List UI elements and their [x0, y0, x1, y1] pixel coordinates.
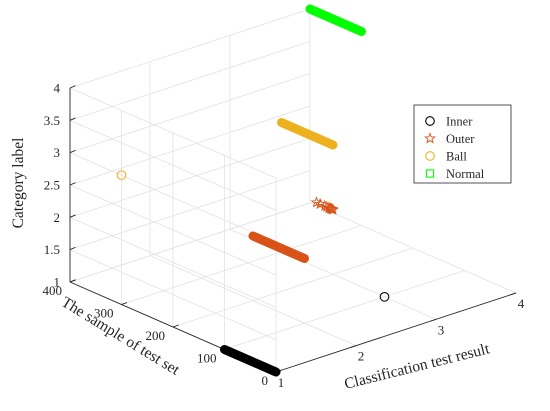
y-tick-label: 0	[262, 373, 269, 388]
z-axis-label: Category label	[10, 138, 27, 229]
grid-line	[69, 216, 277, 308]
grid-line	[69, 119, 277, 211]
legend: Inner Outer Ball Normal	[413, 104, 512, 184]
z-tick-label: 3	[54, 145, 61, 160]
x-tick-mark	[510, 292, 517, 296]
inner-point	[379, 291, 390, 302]
y-tick-label: 200	[146, 328, 166, 343]
ball-point	[116, 170, 127, 181]
x-tick-label: 4	[518, 296, 525, 311]
legend-label-ball: Ball	[446, 150, 467, 164]
z-tick-label: 3.5	[44, 113, 60, 128]
z-tick-label: 2	[54, 210, 61, 225]
grid-line	[69, 40, 311, 121]
grid-line	[69, 184, 277, 276]
z-tick-mark	[69, 246, 76, 251]
x-tick-mark	[430, 318, 437, 322]
grid-line	[69, 202, 311, 283]
x-tick-label: 3	[438, 322, 445, 337]
z-tick-mark	[69, 182, 76, 186]
grid-line	[69, 105, 311, 186]
z-tick-mark	[69, 85, 76, 89]
legend-label-outer: Outer	[446, 132, 475, 146]
z-tick-mark	[69, 149, 76, 154]
z-tick-mark	[69, 117, 76, 121]
z-tick-label: 1.5	[44, 242, 60, 257]
legend-marker-normal	[425, 169, 435, 178]
grid-line	[121, 225, 362, 305]
x-axis-line	[275, 292, 517, 373]
grid-line	[69, 87, 277, 179]
ball-segment	[277, 118, 338, 150]
z-tick-mark	[69, 279, 76, 283]
z-tick-label: 2.5	[44, 178, 60, 193]
y-tick-label: 100	[197, 351, 217, 366]
grid-line	[69, 152, 277, 244]
x-tick-mark	[350, 345, 357, 348]
z-tick-label: 1	[54, 275, 61, 290]
z-tick-mark	[69, 214, 76, 218]
grid-line	[172, 247, 414, 328]
legend-marker-outer	[424, 132, 436, 144]
y-tick-label: 400	[43, 283, 63, 298]
grid-line	[69, 8, 311, 89]
data-marks	[116, 4, 390, 377]
z-tick-label: 4	[54, 81, 61, 96]
grid	[69, 8, 517, 373]
x-tick-label: 1	[278, 375, 285, 390]
outer-segment	[248, 231, 309, 263]
outer-point	[314, 197, 327, 210]
inner-segment	[220, 345, 281, 377]
legend-label-normal: Normal	[446, 167, 485, 181]
grid-line	[69, 249, 277, 341]
legend-marker-ball	[425, 151, 435, 161]
x-tick-label: 2	[358, 349, 365, 364]
grid-line	[224, 270, 465, 350]
x-axis-label: Classification test result	[343, 340, 492, 393]
y-tick-label: 300	[94, 306, 114, 321]
legend-label-inner: Inner	[446, 115, 473, 129]
grid-line	[69, 137, 311, 218]
outer-point	[318, 199, 331, 212]
outer-point	[310, 196, 323, 208]
y-tick-mark	[172, 324, 179, 328]
legend-marker-inner	[425, 116, 435, 126]
grid-line	[69, 170, 311, 251]
grid-line	[69, 73, 311, 154]
normal-segment	[305, 4, 366, 36]
y-tick-mark	[121, 302, 128, 305]
